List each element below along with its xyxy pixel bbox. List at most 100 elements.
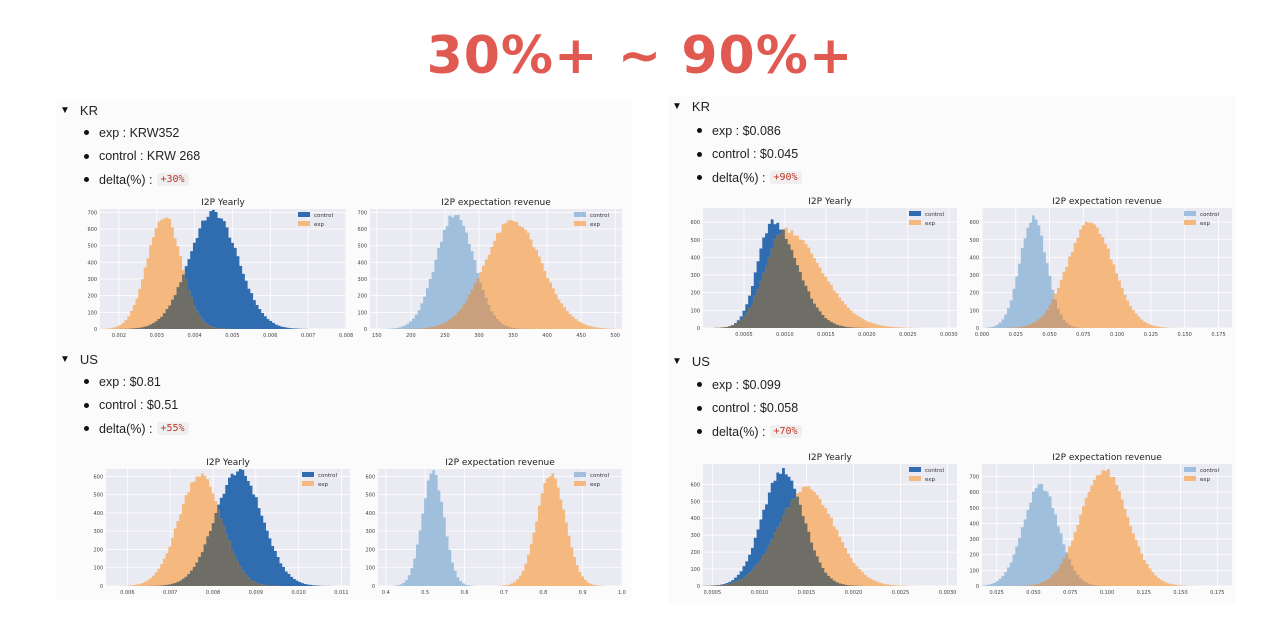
chart-right-us-yearly: 0 100 200 300 400 500 600 0.0005 0.0010 0.0015 0.0… — [683, 450, 961, 600]
x-tick-label: 200 — [406, 333, 416, 339]
headline: 30%+ ~ 90%+ — [426, 26, 854, 86]
toggle-us-left[interactable]: ▼ US — [60, 352, 98, 367]
x-tick-label: 0.175 — [1211, 332, 1225, 338]
y-tick-label: 700 — [87, 210, 97, 216]
y-tick-label: 100 — [969, 568, 979, 574]
y-tick-label: 100 — [357, 310, 367, 316]
exp-item: exp : $0.086 — [697, 119, 802, 143]
histogram-bars — [703, 467, 957, 586]
y-tick-label: 200 — [93, 547, 103, 553]
x-tick-label: 0.0020 — [858, 332, 876, 338]
series-overlap — [106, 509, 350, 586]
y-tick-label: 300 — [969, 273, 979, 279]
y-tick-label: 500 — [357, 244, 367, 250]
x-tick-label: 0.002 — [112, 333, 126, 339]
y-tick-label: 0 — [976, 584, 979, 590]
legend: control exp — [574, 472, 610, 488]
y-tick-label: 200 — [969, 291, 979, 297]
chart-title: I2P Yearly — [201, 198, 245, 208]
histogram-bars — [370, 215, 622, 329]
x-tick-label: 0.0015 — [817, 332, 835, 338]
chart-left-kr-revenue: 0 100 200 300 400 500 600 700 150 200 250 300 350 400… — [350, 195, 626, 343]
series-exp — [378, 473, 622, 586]
series-exp — [106, 473, 350, 586]
y-tick-label: 500 — [969, 506, 979, 512]
legend-label: exp — [925, 221, 936, 227]
section-header-label: KR — [79, 103, 98, 118]
x-tick-label: 0.0020 — [845, 590, 863, 596]
legend-swatch — [909, 476, 921, 481]
chart-svg: 0 100 200 300 400 500 600 0.0005 0.0010 0.0015 0.0… — [690, 453, 957, 596]
chart-left-kr-yearly: 0 100 200 300 400 500 600 700 0.002 0.003 0.004 0.0… — [80, 195, 353, 343]
section-header-label: KR — [691, 99, 710, 114]
legend-swatch — [909, 467, 921, 472]
chart-title: I2P expectation revenue — [1052, 197, 1162, 207]
legend-swatch — [302, 472, 314, 477]
y-tick-label: 500 — [690, 499, 700, 505]
legend-label: control — [925, 212, 945, 218]
toggle-kr-right[interactable]: ▼ KR — [672, 99, 710, 114]
y-tick-label: 500 — [969, 238, 979, 244]
metrics-list: exp : KRW352 control : KRW 268 delta(%) … — [84, 121, 200, 192]
x-tick-label: 0.125 — [1137, 590, 1151, 596]
y-tick-label: 700 — [969, 475, 979, 481]
control-item: control : $0.045 — [697, 143, 802, 167]
toggle-kr-left[interactable]: ▼ KR — [60, 103, 98, 118]
chart-left-us-revenue: 0 100 200 300 400 500 600 0.4 0.5 0.6 0.7 0.8 0.9 1.0… — [358, 455, 626, 600]
y-tick-label: 500 — [93, 493, 103, 499]
delta-badge: +70% — [769, 425, 802, 439]
x-tick-label: 0.9 — [579, 590, 587, 596]
chart-title: I2P expectation revenue — [445, 458, 555, 468]
delta-item: delta(%) : +70% — [697, 420, 802, 444]
exp-item: exp : $0.81 — [84, 370, 189, 394]
collapse-triangle-icon: ▼ — [60, 354, 70, 365]
y-tick-label: 200 — [87, 294, 97, 300]
series-control — [370, 215, 622, 329]
x-tick-label: 0.4 — [382, 590, 390, 596]
delta-badge: +30% — [156, 173, 189, 187]
histogram-bars — [100, 209, 346, 329]
y-tick-label: 200 — [969, 553, 979, 559]
y-tick-label: 100 — [969, 308, 979, 314]
chart-left-us-yearly: 0 100 200 300 400 500 600 0.006 0.007 0.008 0.009 0… — [86, 455, 354, 600]
x-tick-label: 0.7 — [500, 590, 508, 596]
series-exp — [982, 221, 1232, 328]
x-tick-label: 350 — [508, 333, 518, 339]
x-tick-label: 0.006 — [263, 333, 277, 339]
y-tick-label: 200 — [365, 547, 375, 553]
series-control — [106, 469, 350, 586]
section-header-label: US — [691, 354, 710, 369]
series-control — [100, 209, 346, 329]
histogram-bars — [982, 215, 1232, 328]
delta-badge: +90% — [769, 171, 802, 185]
y-tick-label: 600 — [969, 490, 979, 496]
x-tick-label: 0.0010 — [776, 332, 794, 338]
legend-label: control — [925, 468, 945, 474]
x-tick-label: 0.075 — [1063, 590, 1077, 596]
x-tick-label: 0.075 — [1076, 332, 1090, 338]
collapse-triangle-icon: ▼ — [60, 105, 70, 116]
control-item: control : $0.51 — [84, 394, 189, 418]
y-tick-label: 600 — [93, 474, 103, 480]
histogram-bars — [378, 470, 622, 586]
legend-label: exp — [590, 482, 601, 488]
y-tick-label: 400 — [690, 516, 700, 522]
collapse-triangle-icon: ▼ — [672, 101, 682, 112]
toggle-us-right[interactable]: ▼ US — [672, 354, 710, 369]
x-tick-label: 400 — [542, 333, 552, 339]
control-item: control : $0.058 — [697, 397, 802, 421]
y-tick-label: 600 — [690, 220, 700, 226]
x-tick-label: 0.006 — [120, 590, 134, 596]
y-tick-label: 200 — [690, 291, 700, 297]
delta-item: delta(%) : +30% — [84, 168, 200, 192]
legend: control exp — [909, 211, 945, 227]
x-tick-label: 0.0005 — [735, 332, 753, 338]
legend-label: control — [590, 473, 610, 479]
legend-label: control — [314, 213, 334, 219]
series-overlap — [370, 278, 622, 329]
y-tick-label: 300 — [357, 277, 367, 283]
legend-swatch — [1184, 220, 1196, 225]
y-tick-label: 0 — [94, 327, 97, 333]
y-tick-label: 400 — [690, 255, 700, 261]
legend-swatch — [574, 481, 586, 486]
